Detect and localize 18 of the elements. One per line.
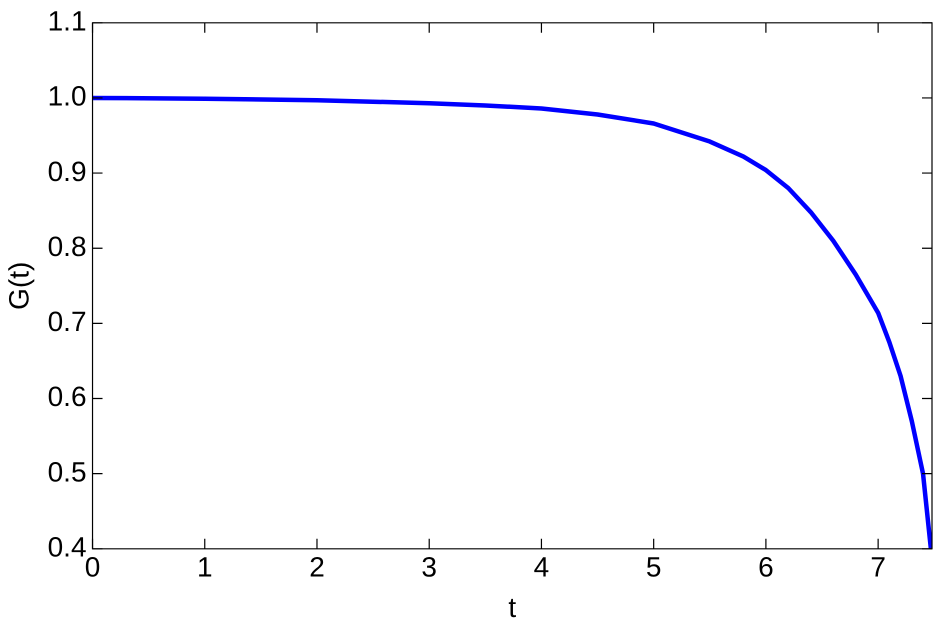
y-tick-label: 0.7	[48, 306, 87, 338]
x-tick-label: 3	[421, 551, 437, 582]
x-tick-label: 2	[309, 551, 325, 582]
x-tick-label: 6	[758, 551, 774, 582]
x-axis-title: t	[508, 592, 516, 623]
x-tick-label: 5	[646, 551, 662, 582]
y-tick-label: 0.5	[48, 456, 87, 488]
y-tick-label: 0.9	[48, 156, 87, 187]
x-tick-label: 1	[196, 551, 213, 582]
y-tick-label: 0.4	[48, 532, 87, 563]
y-tick-label: 1.1	[48, 6, 87, 37]
x-tick-label: 4	[534, 551, 550, 582]
y-tick-label: 0.8	[48, 230, 87, 262]
x-tick-label: 0	[84, 551, 100, 582]
x-tick-label: 7	[870, 551, 886, 582]
y-tick-label: 1.0	[48, 80, 87, 112]
y-axis-title: G(t)	[4, 262, 35, 310]
y-tick-label: 0.6	[48, 381, 87, 412]
